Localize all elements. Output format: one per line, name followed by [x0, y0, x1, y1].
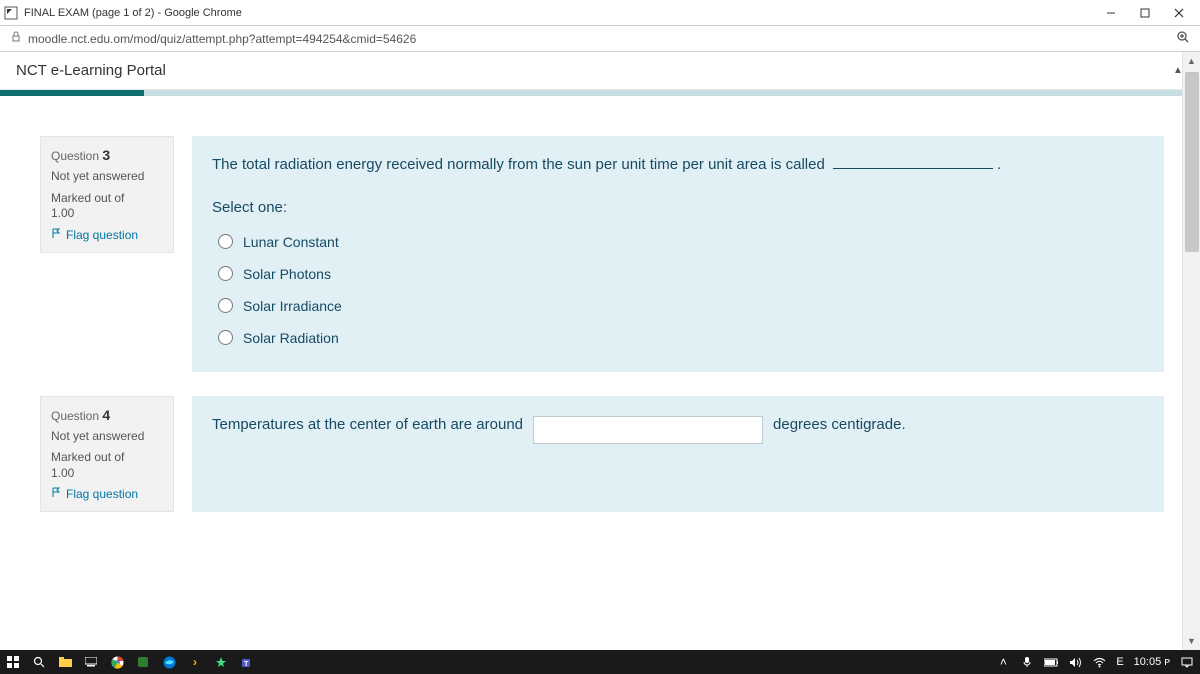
tray-chevron-icon[interactable]: ˄ — [996, 655, 1010, 669]
flag-icon — [51, 228, 62, 242]
task-view-icon[interactable] — [84, 655, 98, 669]
window-title: FINAL EXAM (page 1 of 2) - Google Chrome — [24, 7, 242, 19]
flag-question-link[interactable]: Flag question — [51, 487, 163, 501]
option-label: Solar Photons — [243, 266, 331, 282]
url-text[interactable]: moodle.nct.edu.om/mod/quiz/attempt.php?a… — [28, 32, 416, 46]
maximize-button[interactable] — [1128, 0, 1162, 26]
site-info-icon[interactable] — [10, 31, 22, 46]
scrollbar-thumb[interactable] — [1185, 72, 1199, 252]
chrome-icon — [4, 6, 18, 20]
search-icon[interactable] — [32, 655, 46, 669]
radio-option[interactable]: Solar Irradiance — [212, 290, 1144, 322]
question-text: The total radiation energy received norm… — [212, 154, 1144, 177]
question-body: The total radiation energy received norm… — [192, 136, 1164, 372]
flag-icon — [51, 487, 62, 501]
question-marks: Marked out of 1.00 — [51, 450, 163, 481]
option-label: Solar Radiation — [243, 330, 339, 346]
minimize-button[interactable] — [1094, 0, 1128, 26]
scrollbar-down-arrow[interactable]: ▼ — [1183, 632, 1200, 650]
language-indicator[interactable]: E — [1116, 656, 1123, 668]
question-block: Question 4 Not yet answered Marked out o… — [40, 396, 1164, 513]
radio-input[interactable] — [218, 266, 233, 281]
question-status: Not yet answered — [51, 429, 163, 445]
file-explorer-icon[interactable] — [58, 655, 72, 669]
app-icon-1[interactable] — [136, 655, 150, 669]
svg-text:T: T — [244, 661, 249, 668]
vertical-scrollbar[interactable]: ▲ ▼ — [1182, 52, 1200, 650]
zoom-icon[interactable] — [1176, 30, 1190, 47]
app-icon-3[interactable] — [214, 655, 228, 669]
quiz-content: Question 3 Not yet answered Marked out o… — [0, 96, 1182, 650]
question-marks: Marked out of 1.00 — [51, 191, 163, 222]
address-bar: moodle.nct.edu.om/mod/quiz/attempt.php?a… — [0, 26, 1200, 52]
question-number-label: Question 4 — [51, 407, 163, 423]
option-label: Solar Irradiance — [243, 298, 342, 314]
wifi-icon[interactable] — [1092, 655, 1106, 669]
blank-underline — [833, 168, 993, 169]
windows-taskbar: › T ˄ E 10:05 ᴘ — [0, 650, 1200, 674]
portal-header: NCT e-Learning Portal ▲ — [0, 52, 1200, 90]
close-button[interactable] — [1162, 0, 1196, 26]
flag-question-link[interactable]: Flag question — [51, 228, 163, 242]
question-info-panel: Question 3 Not yet answered Marked out o… — [40, 136, 174, 253]
radio-input[interactable] — [218, 330, 233, 345]
radio-input[interactable] — [218, 298, 233, 313]
question-info-panel: Question 4 Not yet answered Marked out o… — [40, 396, 174, 513]
battery-icon[interactable] — [1044, 655, 1058, 669]
app-icon-2[interactable]: › — [188, 655, 202, 669]
microphone-icon[interactable] — [1020, 655, 1034, 669]
question-status: Not yet answered — [51, 169, 163, 185]
radio-option[interactable]: Lunar Constant — [212, 226, 1144, 258]
start-button[interactable] — [6, 655, 20, 669]
portal-name: NCT e-Learning Portal — [16, 62, 166, 79]
question-body: Temperatures at the center of earth are … — [192, 396, 1164, 513]
window-titlebar: FINAL EXAM (page 1 of 2) - Google Chrome — [0, 0, 1200, 26]
question-block: Question 3 Not yet answered Marked out o… — [40, 136, 1164, 372]
question-text-before: Temperatures at the center of earth are … — [212, 416, 523, 433]
chrome-taskbar-icon[interactable] — [110, 655, 124, 669]
radio-option[interactable]: Solar Photons — [212, 258, 1144, 290]
edge-icon[interactable] — [162, 655, 176, 669]
answer-input[interactable] — [533, 416, 763, 444]
notifications-icon[interactable] — [1180, 655, 1194, 669]
option-label: Lunar Constant — [243, 234, 339, 250]
radio-input[interactable] — [218, 234, 233, 249]
question-text-after: degrees centigrade. — [773, 416, 906, 433]
volume-icon[interactable] — [1068, 655, 1082, 669]
question-number-label: Question 3 — [51, 147, 163, 163]
clock[interactable]: 10:05 ᴘ — [1134, 656, 1170, 668]
radio-option[interactable]: Solar Radiation — [212, 322, 1144, 354]
scrollbar-up-arrow[interactable]: ▲ — [1183, 52, 1200, 70]
select-one-label: Select one: — [212, 199, 1144, 216]
teams-icon[interactable]: T — [240, 655, 254, 669]
